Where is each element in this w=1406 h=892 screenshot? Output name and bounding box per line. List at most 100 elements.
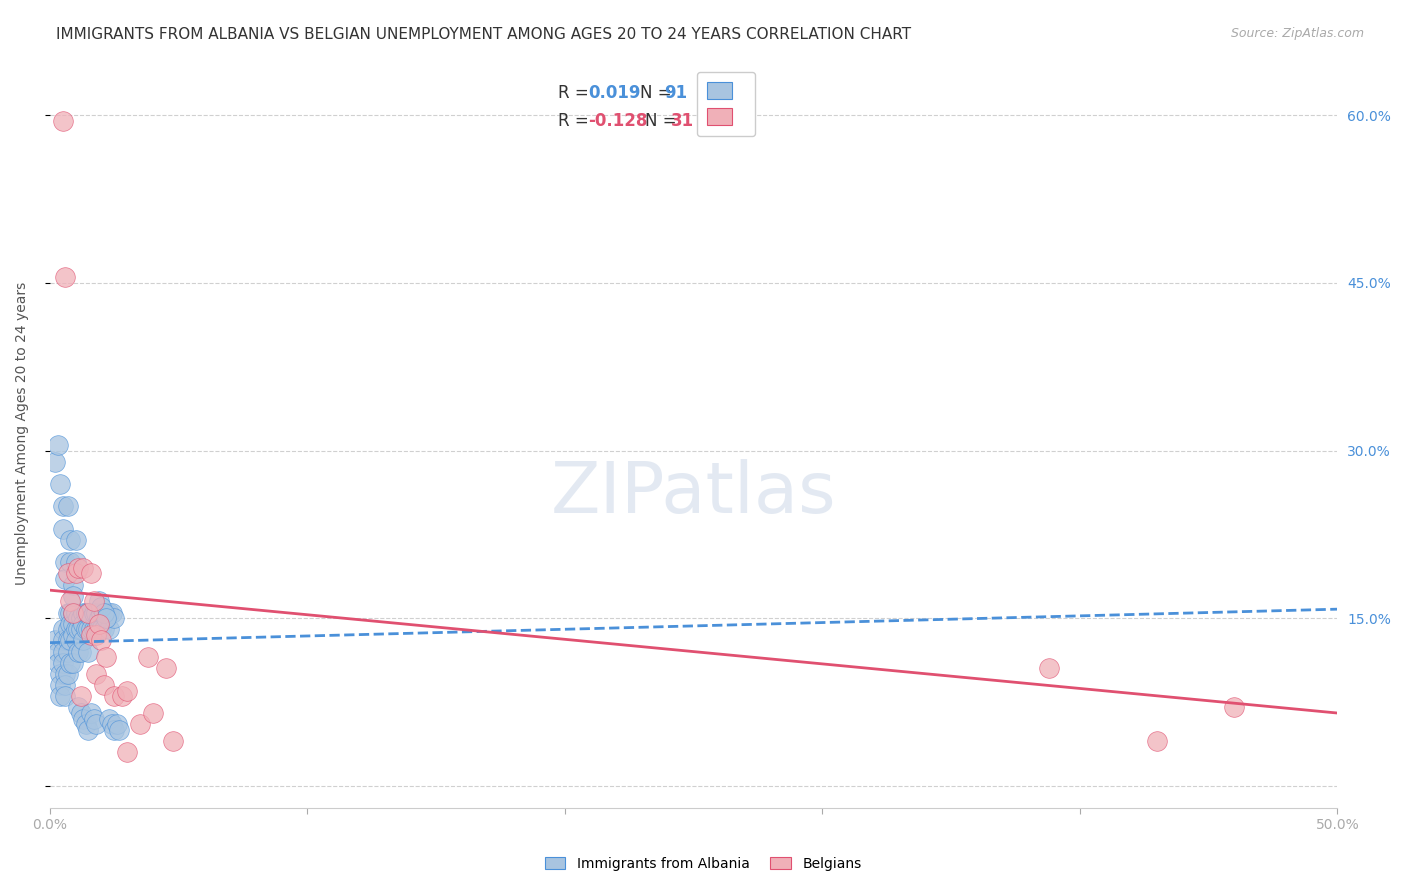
Point bbox=[96, 606, 118, 620]
Text: ZIPatlas: ZIPatlas bbox=[551, 459, 837, 528]
Text: R =: R = bbox=[558, 84, 595, 102]
Point bbox=[65, 633, 87, 648]
Point bbox=[72, 616, 94, 631]
Point bbox=[98, 606, 121, 620]
Point bbox=[52, 500, 75, 514]
Point bbox=[98, 622, 121, 636]
Point bbox=[129, 717, 152, 731]
Point bbox=[136, 650, 159, 665]
Point bbox=[49, 667, 72, 681]
Point bbox=[83, 594, 105, 608]
Point bbox=[69, 706, 91, 720]
Point bbox=[1038, 661, 1060, 675]
Point bbox=[87, 611, 110, 625]
Point bbox=[84, 628, 107, 642]
Point bbox=[59, 656, 82, 670]
Point bbox=[62, 656, 84, 670]
Point bbox=[53, 678, 76, 692]
Point bbox=[65, 533, 87, 547]
Point bbox=[62, 616, 84, 631]
Point bbox=[98, 712, 121, 726]
Point bbox=[52, 114, 75, 128]
Point bbox=[111, 690, 134, 704]
Point bbox=[80, 622, 103, 636]
Point bbox=[52, 633, 75, 648]
Point bbox=[142, 706, 165, 720]
Point bbox=[65, 622, 87, 636]
Point bbox=[53, 270, 76, 285]
Point bbox=[72, 561, 94, 575]
Point bbox=[65, 606, 87, 620]
Point bbox=[56, 606, 79, 620]
Point bbox=[44, 455, 66, 469]
Legend: Immigrants from Albania, Belgians: Immigrants from Albania, Belgians bbox=[538, 851, 868, 876]
Point bbox=[103, 611, 125, 625]
Point bbox=[84, 667, 107, 681]
Point bbox=[62, 577, 84, 591]
Point bbox=[46, 644, 69, 658]
Text: IMMIGRANTS FROM ALBANIA VS BELGIAN UNEMPLOYMENT AMONG AGES 20 TO 24 YEARS CORREL: IMMIGRANTS FROM ALBANIA VS BELGIAN UNEMP… bbox=[56, 27, 911, 42]
Point bbox=[93, 606, 115, 620]
Y-axis label: Unemployment Among Ages 20 to 24 years: Unemployment Among Ages 20 to 24 years bbox=[15, 282, 30, 585]
Point bbox=[96, 611, 118, 625]
Point bbox=[56, 622, 79, 636]
Text: N =: N = bbox=[640, 84, 676, 102]
Point bbox=[83, 606, 105, 620]
Point bbox=[87, 594, 110, 608]
Point bbox=[67, 622, 90, 636]
Point bbox=[83, 712, 105, 726]
Point bbox=[84, 606, 107, 620]
Point bbox=[52, 622, 75, 636]
Point bbox=[75, 622, 97, 636]
Point bbox=[162, 734, 184, 748]
Point bbox=[67, 644, 90, 658]
Point bbox=[62, 589, 84, 603]
Point bbox=[90, 622, 112, 636]
Point bbox=[56, 644, 79, 658]
Point bbox=[65, 566, 87, 581]
Point bbox=[87, 622, 110, 636]
Point bbox=[93, 678, 115, 692]
Point bbox=[56, 566, 79, 581]
Point bbox=[46, 656, 69, 670]
Legend: , : , bbox=[696, 71, 755, 136]
Point bbox=[59, 555, 82, 569]
Point bbox=[84, 622, 107, 636]
Point bbox=[93, 622, 115, 636]
Point bbox=[69, 644, 91, 658]
Point bbox=[77, 606, 100, 620]
Point bbox=[1146, 734, 1168, 748]
Point bbox=[52, 522, 75, 536]
Point bbox=[84, 717, 107, 731]
Point bbox=[69, 690, 91, 704]
Point bbox=[83, 622, 105, 636]
Point bbox=[1223, 700, 1246, 714]
Point bbox=[46, 438, 69, 452]
Point bbox=[90, 633, 112, 648]
Point bbox=[100, 606, 122, 620]
Point bbox=[115, 745, 138, 759]
Point bbox=[52, 644, 75, 658]
Point bbox=[59, 633, 82, 648]
Point bbox=[53, 572, 76, 586]
Point bbox=[59, 616, 82, 631]
Point bbox=[69, 611, 91, 625]
Point bbox=[53, 690, 76, 704]
Point bbox=[75, 606, 97, 620]
Point bbox=[96, 650, 118, 665]
Point bbox=[80, 628, 103, 642]
Point bbox=[53, 555, 76, 569]
Point bbox=[103, 723, 125, 737]
Text: N =: N = bbox=[645, 112, 682, 130]
Text: Source: ZipAtlas.com: Source: ZipAtlas.com bbox=[1230, 27, 1364, 40]
Point bbox=[80, 566, 103, 581]
Point bbox=[155, 661, 177, 675]
Point bbox=[56, 500, 79, 514]
Text: 0.019: 0.019 bbox=[588, 84, 641, 102]
Point bbox=[65, 555, 87, 569]
Point bbox=[72, 712, 94, 726]
Point bbox=[62, 606, 84, 620]
Point bbox=[77, 644, 100, 658]
Point bbox=[49, 678, 72, 692]
Point bbox=[62, 628, 84, 642]
